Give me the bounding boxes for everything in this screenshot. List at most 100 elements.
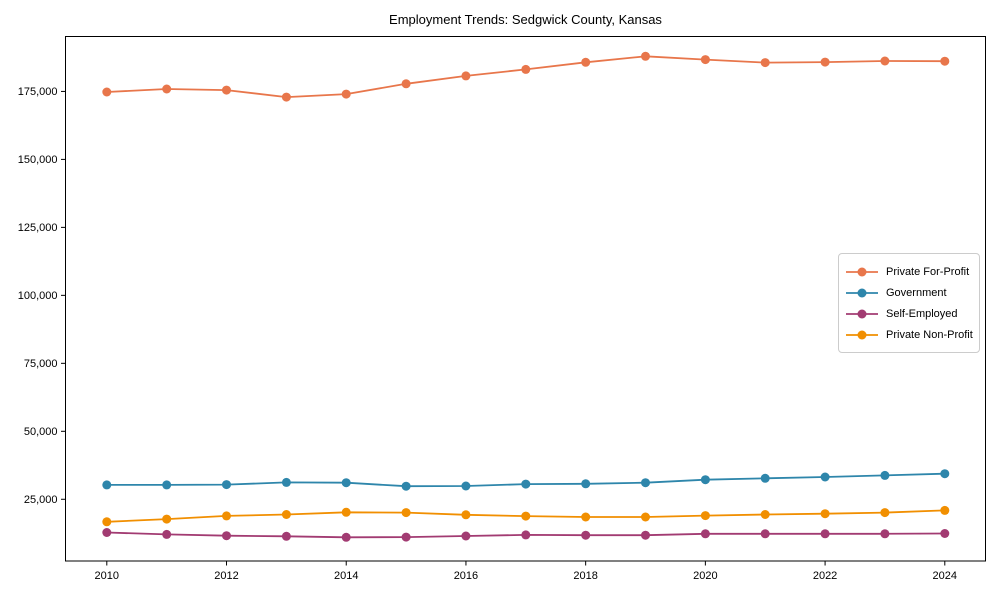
data-point-marker (222, 480, 231, 490)
data-point-marker (581, 530, 591, 540)
series-line (106, 55, 945, 98)
data-point-marker (940, 529, 950, 538)
data-point-marker (461, 71, 471, 81)
data-point-marker (940, 505, 950, 515)
legend-swatch-icon (846, 330, 878, 339)
data-point-marker (760, 510, 770, 519)
legend-marker (857, 267, 867, 276)
data-point-marker (700, 55, 710, 65)
data-point-marker (880, 529, 890, 539)
data-point-marker (581, 479, 591, 489)
legend-marker (857, 330, 867, 339)
data-point-marker (820, 472, 830, 482)
y-axis: 25,000 50,000 75,000 100,000 125,000 150,000 1… (18, 86, 66, 506)
data-point-marker (401, 532, 411, 542)
legend-swatch-icon (846, 288, 878, 297)
data-point-marker (760, 58, 770, 68)
data-point-marker (521, 511, 531, 521)
x-tick-label: 2022 (813, 570, 837, 582)
data-point-marker (281, 531, 291, 541)
x-tick-label: 2024 (933, 570, 957, 582)
data-point-marker (521, 479, 531, 489)
series-private-for-profit (102, 51, 950, 102)
data-point-marker (401, 79, 411, 89)
legend-item-private-non-profit: Private Non-Profit (845, 324, 973, 345)
legend-label: Self-Employed (886, 307, 958, 320)
y-tick-label: 25,000 (24, 494, 58, 506)
legend-swatch-icon (846, 267, 878, 276)
data-point-marker (341, 507, 351, 517)
legend-marker (857, 309, 867, 318)
data-point-marker (341, 478, 351, 488)
x-tick-label: 2016 (454, 570, 478, 582)
data-point-marker (521, 530, 531, 540)
series-government (102, 469, 950, 491)
data-point-marker (760, 473, 770, 483)
x-axis: 2010 2012 2014 2016 2018 2020 2022 2024 (95, 561, 957, 582)
data-point-marker (461, 510, 471, 520)
data-point-marker (102, 480, 112, 490)
data-point-marker (700, 529, 710, 539)
data-point-marker (341, 89, 351, 99)
data-point-marker (760, 529, 770, 539)
y-tick-label: 100,000 (18, 290, 58, 302)
data-point-marker (222, 85, 231, 95)
data-point-marker (281, 477, 291, 487)
data-point-marker (162, 529, 172, 539)
data-point-marker (880, 508, 890, 518)
legend-label: Private For-Profit (886, 265, 970, 278)
data-point-marker (820, 57, 830, 67)
data-point-marker (401, 508, 411, 518)
legend: Private For-Profit Government Self-Employe… (838, 253, 980, 353)
data-point-marker (641, 51, 650, 61)
legend-label: Government (886, 286, 947, 299)
x-tick-label: 2020 (693, 570, 717, 582)
data-point-marker (521, 64, 531, 74)
data-point-marker (820, 509, 830, 519)
legend-marker (857, 288, 867, 297)
plot-frame (65, 36, 986, 562)
legend-item-self-employed: Self-Employed (845, 303, 971, 324)
data-point-marker (581, 512, 591, 522)
data-point-marker (102, 517, 112, 527)
data-point-marker (102, 528, 112, 537)
y-tick-label: 50,000 (24, 426, 58, 438)
chart-title: Employment Trends: Sedgwick County, Kans… (389, 12, 662, 27)
data-point-marker (700, 475, 710, 485)
series-self-employed (102, 528, 950, 542)
data-point-marker (940, 469, 950, 479)
data-point-marker (341, 532, 351, 542)
series-private-non-profit (102, 505, 950, 527)
y-tick-label: 175,000 (18, 86, 58, 98)
data-point-marker (940, 56, 950, 66)
legend-item-government: Government (845, 282, 971, 303)
legend-label: Private Non-Profit (886, 328, 973, 341)
y-tick-label: 125,000 (18, 222, 58, 234)
x-tick-label: 2010 (95, 570, 119, 582)
data-point-marker (880, 56, 890, 66)
data-point-marker (880, 470, 890, 480)
data-point-marker (222, 531, 231, 541)
data-point-marker (162, 84, 172, 94)
y-tick-label: 75,000 (24, 358, 58, 370)
legend-swatch-icon (846, 309, 878, 318)
data-point-marker (820, 529, 830, 539)
x-tick-label: 2012 (214, 570, 238, 582)
data-point-marker (401, 481, 411, 491)
data-point-marker (581, 57, 591, 67)
data-point-marker (281, 92, 291, 102)
data-point-marker (641, 530, 650, 540)
data-point-marker (461, 531, 471, 541)
data-point-marker (281, 510, 291, 519)
data-point-marker (102, 87, 112, 97)
y-tick-label: 150,000 (18, 154, 58, 166)
data-point-marker (222, 511, 231, 521)
x-tick-label: 2018 (573, 570, 597, 582)
data-point-marker (641, 478, 650, 488)
data-point-marker (461, 481, 471, 491)
data-point-marker (162, 480, 172, 490)
x-tick-label: 2014 (334, 570, 358, 582)
data-point-marker (700, 511, 710, 521)
